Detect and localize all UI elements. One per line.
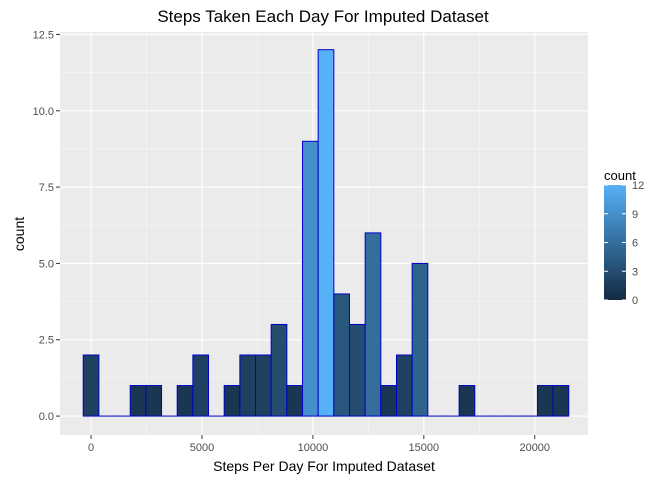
histogram-bar [176,385,194,417]
histogram-bar [82,354,100,417]
histogram-bar [255,354,272,417]
y-tick-label: 0.0 [39,411,54,423]
histogram-bars [82,49,570,417]
x-axis-title: Steps Per Day For Imputed Dataset [213,458,435,474]
legend-tick-label: 0 [632,295,638,307]
histogram-bar [145,385,163,417]
x-axis-ticks: 0 5000 10000 15000 20000 [88,435,550,454]
histogram-bar [348,323,366,417]
histogram-bar [270,323,288,417]
y-tick-label: 12.5 [33,29,54,41]
legend-tick-label: 6 [632,238,638,250]
y-tick-label: 5.0 [39,258,54,270]
legend-ticks: 0 3 6 9 12 [604,180,644,307]
y-tick-label: 7.5 [39,182,54,194]
histogram-bar [364,232,382,417]
histogram-bar [536,385,554,417]
color-legend: count 0 3 6 9 12 [604,168,644,307]
legend-tick-label: 9 [632,209,638,221]
legend-title: count [604,168,636,183]
histogram-bar [458,385,476,417]
chart-title: Steps Taken Each Day For Imputed Dataset [157,7,489,26]
x-tick-label: 15000 [409,442,440,454]
x-tick-label: 5000 [190,442,214,454]
legend-tick-label: 3 [632,266,638,278]
legend-tick-label: 12 [632,180,644,192]
histogram-bar [223,385,241,417]
histogram-bar [192,354,210,417]
histogram-bar [239,354,257,417]
histogram-bar [552,385,570,417]
x-tick-label: 10000 [298,442,329,454]
y-tick-label: 10.0 [33,106,54,118]
histogram-bar [317,49,335,417]
histogram-bar [286,385,304,417]
histogram-bar [380,385,397,417]
histogram-bar [129,385,147,417]
histogram-bar [302,140,319,417]
histogram-bar [411,262,429,417]
legend-colorbar [604,185,626,300]
histogram-bar [395,354,413,417]
y-tick-label: 2.5 [39,335,54,347]
y-axis-title: count [11,217,27,251]
x-tick-label: 20000 [519,442,550,454]
histogram-bar [333,293,350,417]
x-tick-label: 0 [88,442,94,454]
y-axis-ticks: 0.0 2.5 5.0 7.5 10.0 12.5 [33,29,60,423]
